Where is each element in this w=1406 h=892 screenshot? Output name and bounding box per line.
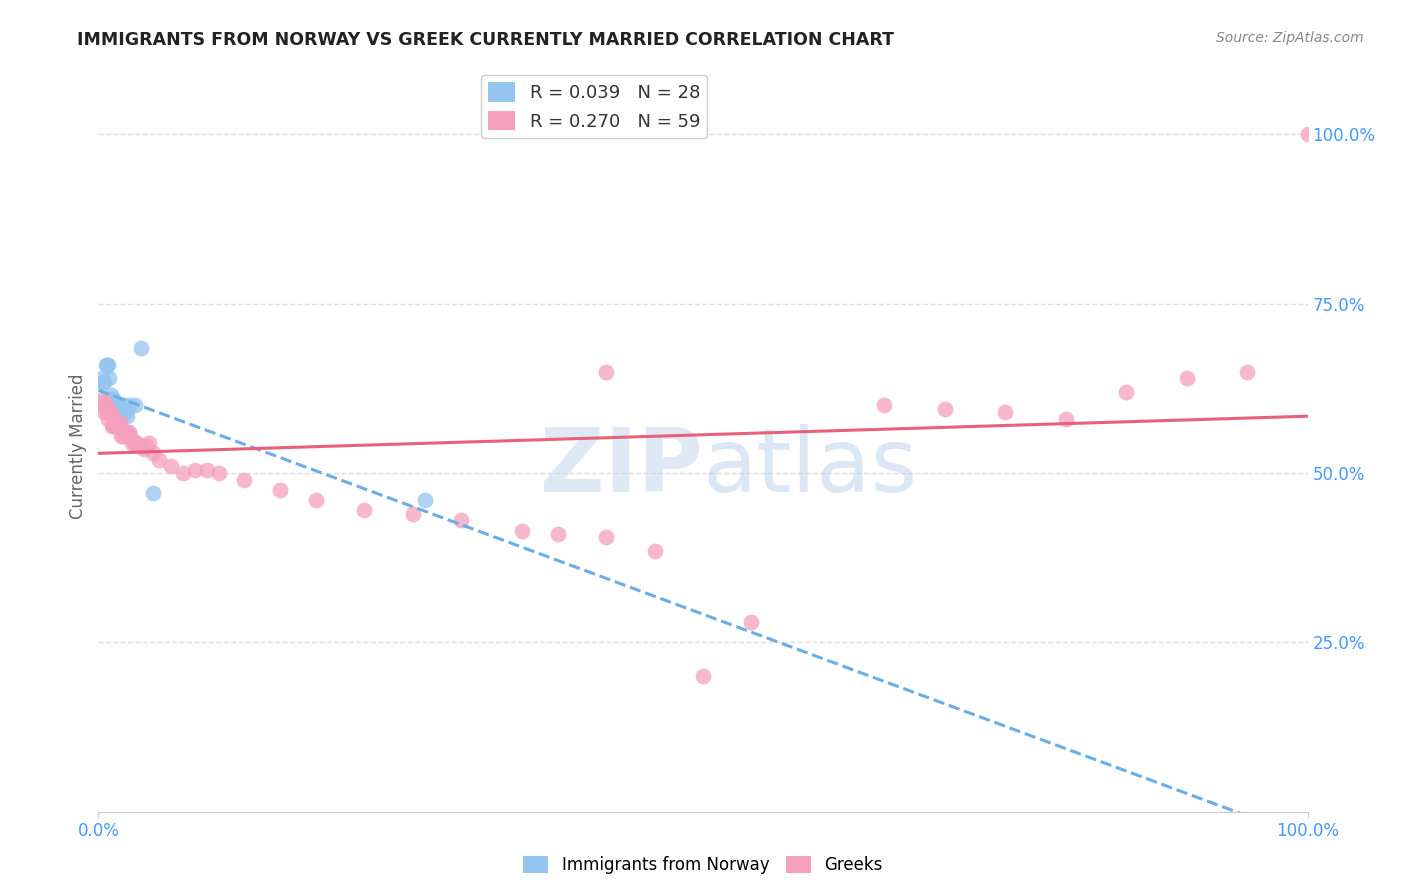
- Point: [740, 615, 762, 629]
- Point: [118, 429, 141, 443]
- Point: [94, 398, 117, 412]
- Point: [124, 435, 146, 450]
- Point: [121, 435, 143, 450]
- Point: [595, 530, 617, 544]
- Point: [1175, 371, 1198, 385]
- Point: [114, 425, 136, 440]
- Point: [104, 395, 127, 409]
- Point: [100, 392, 122, 406]
- Point: [117, 409, 139, 423]
- Point: [142, 446, 165, 460]
- Point: [115, 405, 138, 419]
- Point: [118, 398, 141, 412]
- Point: [138, 435, 160, 450]
- Point: [98, 405, 121, 419]
- Point: [195, 463, 218, 477]
- Point: [103, 395, 125, 409]
- Point: [142, 486, 165, 500]
- Point: [1296, 128, 1319, 142]
- Point: [110, 401, 132, 416]
- Point: [108, 418, 131, 433]
- Point: [135, 439, 157, 453]
- Point: [100, 405, 122, 419]
- Legend: R = 0.039   N = 28, R = 0.270   N = 59: R = 0.039 N = 28, R = 0.270 N = 59: [481, 75, 707, 138]
- Point: [934, 401, 956, 416]
- Point: [134, 442, 156, 457]
- Point: [93, 405, 115, 419]
- Point: [98, 371, 121, 385]
- Point: [110, 429, 132, 443]
- Point: [100, 388, 122, 402]
- Point: [104, 418, 127, 433]
- Point: [108, 398, 131, 412]
- Point: [108, 398, 131, 412]
- Point: [105, 418, 128, 433]
- Point: [402, 507, 425, 521]
- Point: [101, 418, 124, 433]
- Point: [269, 483, 291, 497]
- Point: [96, 405, 118, 419]
- Point: [131, 439, 153, 453]
- Point: [873, 398, 896, 412]
- Point: [1236, 364, 1258, 378]
- Point: [91, 375, 114, 389]
- Point: [101, 392, 124, 406]
- Point: [129, 341, 152, 355]
- Point: [994, 405, 1017, 419]
- Point: [100, 418, 122, 433]
- Point: [96, 358, 118, 372]
- Point: [114, 401, 136, 416]
- Legend: Immigrants from Norway, Greeks: Immigrants from Norway, Greeks: [516, 849, 890, 881]
- Point: [128, 439, 150, 453]
- Point: [103, 415, 125, 429]
- Point: [118, 425, 141, 440]
- Point: [120, 432, 142, 446]
- Text: atlas: atlas: [703, 425, 918, 511]
- Point: [107, 418, 129, 433]
- Point: [91, 398, 114, 412]
- Point: [93, 375, 115, 389]
- Point: [111, 429, 134, 443]
- Point: [124, 398, 146, 412]
- Text: IMMIGRANTS FROM NORWAY VS GREEK CURRENTLY MARRIED CORRELATION CHART: IMMIGRANTS FROM NORWAY VS GREEK CURRENTL…: [77, 31, 894, 49]
- Point: [184, 463, 207, 477]
- Point: [112, 398, 135, 412]
- Text: Source: ZipAtlas.com: Source: ZipAtlas.com: [1216, 31, 1364, 45]
- Point: [547, 527, 569, 541]
- Point: [1115, 384, 1137, 399]
- Y-axis label: Currently Married: Currently Married: [69, 373, 87, 519]
- Point: [595, 364, 617, 378]
- Point: [97, 412, 120, 426]
- Point: [97, 358, 120, 372]
- Point: [107, 398, 129, 412]
- Point: [105, 398, 128, 412]
- Point: [353, 503, 375, 517]
- Point: [94, 358, 117, 372]
- Point: [692, 669, 714, 683]
- Point: [148, 452, 170, 467]
- Point: [117, 425, 139, 440]
- Point: [510, 524, 533, 538]
- Point: [91, 371, 114, 385]
- Point: [450, 514, 472, 528]
- Point: [644, 544, 666, 558]
- Point: [305, 493, 328, 508]
- Point: [90, 395, 112, 409]
- Point: [160, 459, 183, 474]
- Point: [111, 398, 134, 412]
- Point: [108, 415, 131, 429]
- Point: [172, 466, 194, 480]
- Point: [127, 435, 149, 450]
- Point: [232, 473, 254, 487]
- Point: [91, 392, 114, 406]
- Point: [413, 493, 436, 508]
- Point: [1054, 412, 1077, 426]
- Text: ZIP: ZIP: [540, 425, 703, 511]
- Point: [208, 466, 231, 480]
